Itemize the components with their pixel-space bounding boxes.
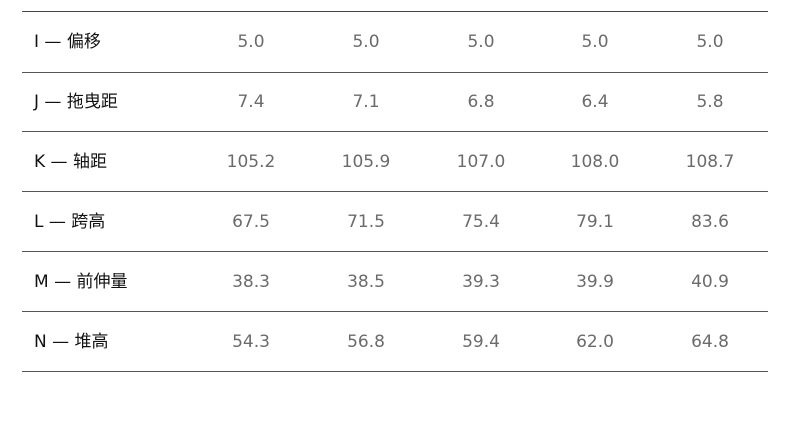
row-label: M — 前伸量 — [34, 272, 128, 292]
cell-value: 39.9 — [576, 272, 614, 292]
row-label: K — 轴距 — [34, 152, 107, 172]
cell-value: 83.6 — [691, 212, 729, 232]
cell-value: 105.2 — [226, 152, 276, 172]
cell-value: 5.0 — [237, 32, 265, 52]
cell-value: 56.8 — [347, 332, 385, 352]
cell-value: 6.8 — [467, 92, 495, 112]
cell-value: 71.5 — [347, 212, 385, 232]
cell-value: 5.8 — [696, 92, 724, 112]
row-label: I — 偏移 — [34, 32, 101, 52]
cell-value: 7.4 — [237, 92, 265, 112]
cell-value: 5.0 — [696, 32, 724, 52]
cell-value: 40.9 — [691, 272, 729, 292]
row-label: L — 跨高 — [34, 212, 106, 232]
row-label: J — 拖曳距 — [34, 92, 118, 112]
cell-value: 5.0 — [581, 32, 609, 52]
cell-value: 108.7 — [685, 152, 735, 172]
table-row: N — 堆高 54.3 56.8 59.4 62.0 64.8 — [22, 312, 768, 372]
table-row: M — 前伸量 38.3 38.5 39.3 39.9 40.9 — [22, 252, 768, 312]
cell-value: 6.4 — [581, 92, 609, 112]
cell-value: 108.0 — [570, 152, 620, 172]
cell-value: 67.5 — [232, 212, 270, 232]
table-row: J — 拖曳距 7.4 7.1 6.8 6.4 5.8 — [22, 72, 768, 132]
cell-value: 5.0 — [352, 32, 380, 52]
table-row: I — 偏移 5.0 5.0 5.0 5.0 5.0 — [22, 11, 768, 73]
table-row: L — 跨高 67.5 71.5 75.4 79.1 83.6 — [22, 192, 768, 252]
cell-value: 38.5 — [347, 272, 385, 292]
cell-value: 64.8 — [691, 332, 729, 352]
cell-value: 54.3 — [232, 332, 270, 352]
cell-value: 5.0 — [467, 32, 495, 52]
table-row: K — 轴距 105.2 105.9 107.0 108.0 108.7 — [22, 132, 768, 192]
cell-value: 59.4 — [462, 332, 500, 352]
cell-value: 62.0 — [576, 332, 614, 352]
cell-value: 39.3 — [462, 272, 500, 292]
cell-value: 7.1 — [352, 92, 380, 112]
cell-value: 105.9 — [341, 152, 391, 172]
row-label: N — 堆高 — [34, 332, 109, 352]
cell-value: 107.0 — [456, 152, 506, 172]
cell-value: 38.3 — [232, 272, 270, 292]
cell-value: 75.4 — [462, 212, 500, 232]
cell-value: 79.1 — [576, 212, 614, 232]
